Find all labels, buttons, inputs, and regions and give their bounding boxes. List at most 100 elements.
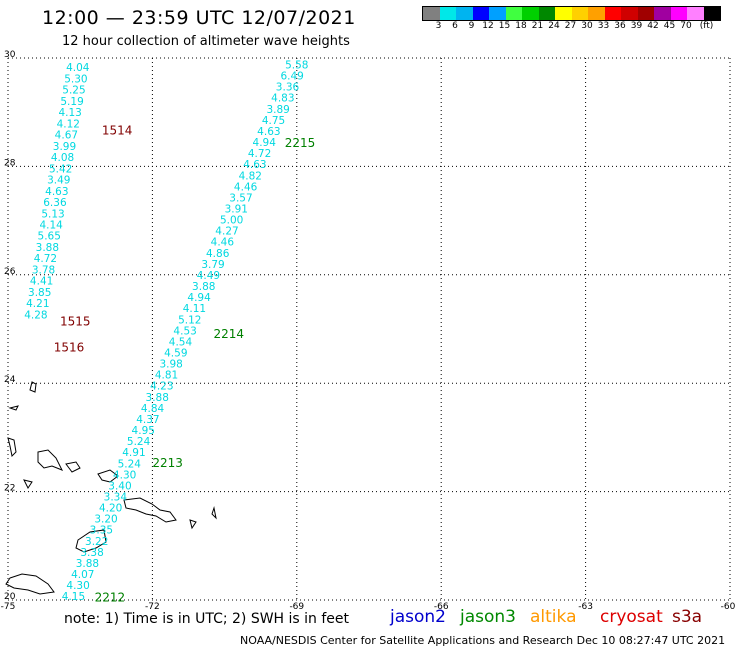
chart-title: 12:00 — 23:59 UTC 12/07/2021 (42, 7, 356, 29)
color-swatch (439, 7, 456, 20)
color-scale-label: 21 (531, 21, 544, 31)
wave-height-label: 3.20 (94, 514, 117, 526)
color-scale-label: 39 (630, 21, 643, 31)
color-swatch (621, 7, 638, 20)
wave-height-label: 5.24 (118, 458, 142, 470)
wave-height-label: 5.13 (41, 208, 64, 220)
color-scale-label: 3 (435, 21, 442, 31)
satellite-tracks: 4.045.305.255.194.134.124.673.994.085.42… (24, 60, 308, 604)
pass-number-label: 2215 (285, 136, 316, 150)
color-swatch (703, 7, 720, 20)
wave-height-label: 4.72 (34, 253, 57, 265)
color-scale-label: 24 (548, 21, 560, 31)
wave-height-label: 5.24 (127, 436, 151, 448)
wave-height-label: 6.36 (43, 197, 67, 209)
color-swatch (472, 7, 489, 20)
wave-height-label: 3.36 (276, 82, 300, 94)
wave-height-label: 4.67 (55, 130, 78, 142)
footer-note: note: 1) Time is in UTC; 2) SWH is in fe… (64, 611, 350, 627)
wave-height-label: 4.13 (58, 107, 81, 119)
island-small-2 (211, 506, 217, 520)
latitude-label: 20 (4, 592, 16, 602)
color-scale-label: 12 (482, 21, 494, 31)
satellite-name: s3a (672, 607, 703, 627)
latitude-label: 24 (4, 375, 16, 385)
pass-labels: 1514 1515 1516 2215 2214 2213 2212 (54, 124, 316, 605)
color-scale-label: 6 (452, 21, 458, 31)
wave-height-label: 3.85 (28, 287, 51, 299)
wave-height-label: 5.25 (62, 85, 85, 97)
pass-number-label: 1514 (102, 124, 133, 138)
island-hispaniola-edge (5, 573, 55, 595)
chart-subtitle: 12 hour collection of altimeter wave hei… (62, 34, 350, 49)
wave-height-label: 5.42 (49, 163, 72, 175)
color-swatch (505, 7, 522, 20)
satellite-name: jason3 (460, 607, 516, 627)
color-swatch (522, 7, 539, 20)
wave-height-label: 4.20 (99, 503, 122, 515)
wave-height-label: 4.41 (30, 276, 53, 288)
wave-height-label: 6.49 (280, 71, 303, 83)
color-swatch (456, 7, 473, 20)
wave-height-label: 3.88 (76, 558, 99, 570)
island-bahamas-4 (65, 461, 81, 473)
land-outlines (5, 381, 217, 595)
wave-height-label: 3.57 (229, 192, 252, 204)
wave-height-label: 4.54 (169, 336, 193, 348)
island-bahamas-1 (8, 405, 19, 411)
wave-height-label: 5.65 (38, 231, 61, 243)
color-scale-label: 9 (468, 21, 475, 31)
island-bahamas-6 (97, 469, 119, 483)
wave-height-label: 3.99 (53, 141, 76, 153)
longitude-label: -75 (1, 602, 16, 612)
wave-height-label: 3.89 (266, 104, 289, 116)
island-turks-caicos (123, 497, 177, 523)
latitude-label: 22 (4, 484, 15, 494)
wave-height-label: 4.07 (71, 569, 94, 581)
color-scale-label: 33 (597, 21, 610, 31)
wave-height-label: 4.59 (164, 348, 187, 360)
latitude-label: 28 (4, 158, 16, 168)
color-scale-labels: 3 6 9 12 15 18 21 24 27 30 33 36 39 42 45 70 (ft) (422, 21, 740, 35)
satellite-name: cryosat (600, 607, 663, 627)
wave-height-label: 4.63 (257, 126, 280, 138)
wave-height-label: 3.88 (192, 281, 215, 293)
wave-height-label: 4.49 (197, 270, 220, 282)
island-florida-keys-outline (29, 381, 37, 393)
color-swatch (637, 7, 654, 20)
wave-height-label: 4.08 (51, 152, 74, 164)
wave-height-label: 4.72 (248, 148, 271, 160)
lat-lon-grid (7, 57, 731, 601)
wave-height-label: 5.30 (64, 73, 87, 85)
wave-height-label: 3.38 (80, 547, 103, 559)
wave-height-label: 4.23 (150, 381, 173, 393)
wave-height-label: 4.30 (113, 469, 136, 481)
color-swatch (489, 7, 506, 20)
wave-height-label: 5.58 (285, 60, 308, 72)
pass-number-label: 1515 (60, 314, 91, 328)
axis-labels: 30 28 26 24 22 20-75 -72 -69 -66 -63 -60 (1, 50, 736, 612)
latitude-label: 30 (4, 50, 16, 60)
wave-height-label: 3.40 (108, 480, 131, 492)
color-swatch (604, 7, 621, 20)
wave-height-label: 4.15 (62, 591, 85, 603)
wave-height-label: 4.46 (234, 181, 258, 193)
color-scale-label: 42 (647, 21, 659, 31)
color-scale-label: 15 (498, 21, 511, 31)
wave-height-label: 5.12 (178, 314, 201, 326)
wave-height-label: 3.79 (201, 259, 224, 271)
wave-height-label: 4.84 (141, 403, 165, 415)
wave-height-label: 4.63 (45, 186, 68, 198)
wave-height-label: 3.88 (36, 242, 59, 254)
wave-height-label: 4.14 (39, 219, 63, 231)
wave-height-label: 4.81 (155, 370, 178, 382)
island-bahamas-2 (7, 437, 17, 458)
longitude-label: -63 (578, 602, 593, 612)
island-bahamas-5 (23, 479, 33, 489)
longitude-label: -66 (434, 602, 449, 612)
latitude-label: 26 (4, 267, 16, 277)
wave-height-label: 4.86 (206, 248, 230, 260)
color-swatch (538, 7, 555, 20)
wave-height-label: 4.53 (173, 325, 196, 337)
